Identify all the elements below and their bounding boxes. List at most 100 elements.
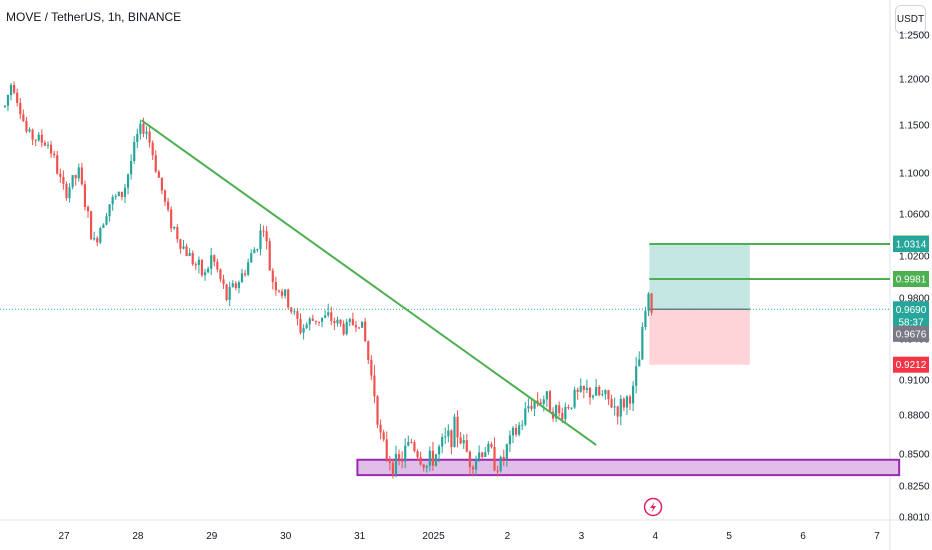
candle-body	[277, 290, 281, 292]
candle-body	[647, 293, 650, 311]
candle-body	[90, 211, 93, 240]
candle-body	[487, 443, 490, 452]
y-tick-label: 0.8010	[899, 513, 930, 524]
candle-body	[397, 454, 401, 459]
candle-body	[173, 227, 176, 229]
candle-body	[299, 318, 302, 333]
candle-body	[419, 457, 422, 465]
candle-body	[493, 447, 496, 471]
chart-title: MOVE / TetherUS, 1h, BINANCE	[6, 10, 182, 24]
candle-body	[219, 269, 222, 280]
price-badge-label: 0.9676	[896, 329, 927, 340]
candle-body	[394, 454, 398, 475]
y-tick-label: 1.1000	[899, 169, 930, 180]
candle-body	[40, 134, 43, 143]
candle-body	[311, 318, 314, 321]
candle-body	[151, 142, 154, 156]
event-marker[interactable]	[643, 497, 663, 517]
currency-unit-button[interactable]: USDT	[895, 5, 926, 34]
candle-body	[16, 92, 19, 103]
candle-body	[373, 375, 376, 397]
candle-body	[65, 183, 68, 199]
candle-body	[207, 268, 210, 273]
y-tick-label: 1.0600	[899, 210, 930, 221]
candle-body	[444, 436, 447, 438]
candle-body	[136, 133, 139, 143]
price-badge-label: 58:37	[898, 318, 923, 329]
y-tick-label: 1.2000	[899, 75, 930, 86]
candle-body	[166, 201, 170, 210]
candle-body	[80, 167, 83, 185]
candle-body	[410, 442, 413, 444]
candle-body	[459, 437, 462, 444]
candle-body	[305, 324, 308, 328]
profit-target-zone[interactable]	[649, 244, 750, 310]
x-tick-label: 30	[280, 531, 292, 542]
candle-body	[68, 187, 71, 199]
candle-body	[13, 84, 16, 93]
candle-body	[213, 255, 216, 262]
support-zone[interactable]	[356, 458, 901, 477]
candle-body	[545, 391, 548, 400]
x-tick-label: 4	[652, 531, 658, 542]
candle-body	[354, 325, 358, 328]
candle-body	[46, 144, 50, 146]
candle-body	[434, 454, 438, 466]
candle-body	[570, 407, 573, 409]
candle-body	[644, 310, 647, 328]
candle-body	[268, 241, 271, 271]
x-tick-label: 29	[206, 531, 218, 542]
candle-body	[126, 174, 130, 188]
candle-body	[619, 398, 622, 417]
candle-body	[533, 400, 536, 409]
candle-body	[197, 259, 200, 265]
candle-body	[302, 327, 305, 333]
candle-body	[345, 321, 348, 335]
candle-body	[163, 190, 167, 202]
candle-body	[83, 184, 87, 207]
candle-body	[25, 121, 28, 132]
lightning-bolt	[650, 502, 657, 513]
candle-body	[628, 396, 632, 404]
candle-body	[511, 427, 515, 436]
candle-body	[437, 446, 441, 455]
candle-body	[595, 386, 598, 396]
candle-body	[518, 425, 521, 435]
price-badge-label: 0.9981	[896, 274, 927, 285]
downtrend-line[interactable]	[141, 119, 597, 446]
candle-body	[296, 311, 299, 319]
candle-body	[382, 432, 385, 440]
candle-body	[56, 155, 59, 174]
candle-body	[216, 261, 219, 270]
x-tick-label: 5	[726, 531, 732, 542]
candle-body	[225, 284, 228, 301]
candle-body	[591, 395, 595, 398]
candle-body	[585, 387, 589, 390]
candle-body	[471, 466, 475, 470]
price-badge-label: 0.9212	[896, 360, 927, 371]
candle-body	[28, 129, 31, 132]
candle-body	[314, 320, 318, 322]
candle-body	[188, 253, 191, 257]
candle-body	[114, 196, 117, 198]
candle-body	[632, 385, 635, 404]
candle-body	[588, 387, 592, 398]
candle-body	[582, 385, 585, 390]
y-tick-label: 0.8500	[899, 450, 930, 461]
time-axis[interactable]: 27 28 29 30 31 2025 2 3 4 5 6 7	[58, 531, 880, 542]
candle-body	[598, 386, 601, 396]
candle-body	[453, 416, 456, 447]
candle-body	[284, 289, 287, 296]
x-tick-label: 3	[579, 531, 585, 542]
candle-body	[616, 406, 619, 417]
candle-body	[539, 402, 542, 404]
candle-body	[222, 279, 225, 285]
candle-body	[379, 424, 382, 433]
x-tick-label: 28	[132, 531, 144, 542]
candle-body	[287, 289, 290, 308]
stop-loss-zone[interactable]	[649, 309, 750, 365]
candle-body	[481, 452, 484, 458]
